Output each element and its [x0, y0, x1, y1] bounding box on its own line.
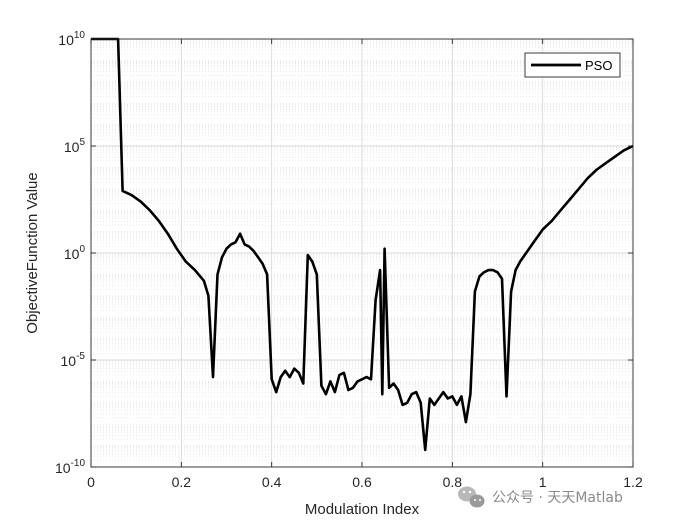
y-tick-label: 100 [64, 244, 86, 262]
wechat-icon [458, 486, 485, 508]
x-tick-label: 0 [87, 474, 95, 490]
x-tick-label: 0.2 [172, 474, 192, 490]
watermark-text: 公众号 · 天天Matlab [492, 490, 623, 506]
y-tick-label: 105 [64, 137, 86, 155]
watermark: 公众号 · 天天Matlab [458, 486, 623, 508]
x-tick-label: 0.8 [443, 474, 463, 490]
y-tick-label: 10-5 [61, 351, 86, 369]
x-axis-label: Modulation Index [305, 501, 420, 518]
x-tick-label: 1 [539, 474, 547, 490]
x-tick-label: 0.6 [352, 474, 372, 490]
legend-label-pso: PSO [585, 58, 612, 73]
y-axis-ticks: 10-10 10-5 100 105 1010 [55, 30, 633, 476]
plot-area: 0 0.2 0.4 0.6 0.8 1 1.2 10-10 10-5 100 105 1010 [55, 30, 643, 490]
y-axis-label: ObjectiveFunction Value [24, 172, 41, 333]
y-tick-label: 10-10 [55, 458, 85, 476]
x-axis-ticks: 0 0.2 0.4 0.6 0.8 1 1.2 [87, 39, 643, 490]
x-tick-label: 1.2 [623, 474, 643, 490]
x-tick-label: 0.4 [262, 474, 282, 490]
legend: PSO [524, 52, 621, 78]
series-line-pso [91, 37, 634, 452]
series-layer [91, 37, 634, 452]
y-tick-label: 1010 [58, 30, 85, 48]
